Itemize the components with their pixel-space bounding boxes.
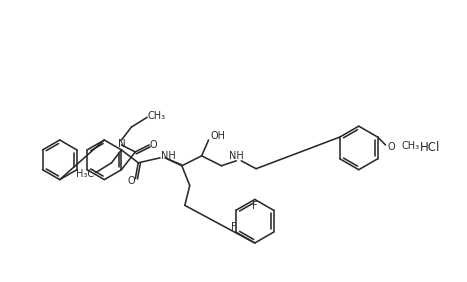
Text: H₃C: H₃C xyxy=(76,169,94,179)
Text: F: F xyxy=(231,222,237,232)
Text: O: O xyxy=(388,142,395,152)
Text: N: N xyxy=(118,139,125,149)
Text: CH₃: CH₃ xyxy=(147,111,165,121)
Text: HCl: HCl xyxy=(420,142,440,155)
Text: F: F xyxy=(252,201,258,211)
Text: O: O xyxy=(127,176,135,186)
Text: CH₃: CH₃ xyxy=(401,141,419,151)
Text: O: O xyxy=(149,140,157,150)
Text: NH: NH xyxy=(229,151,244,161)
Text: OH: OH xyxy=(211,131,226,141)
Text: NH: NH xyxy=(161,151,176,161)
